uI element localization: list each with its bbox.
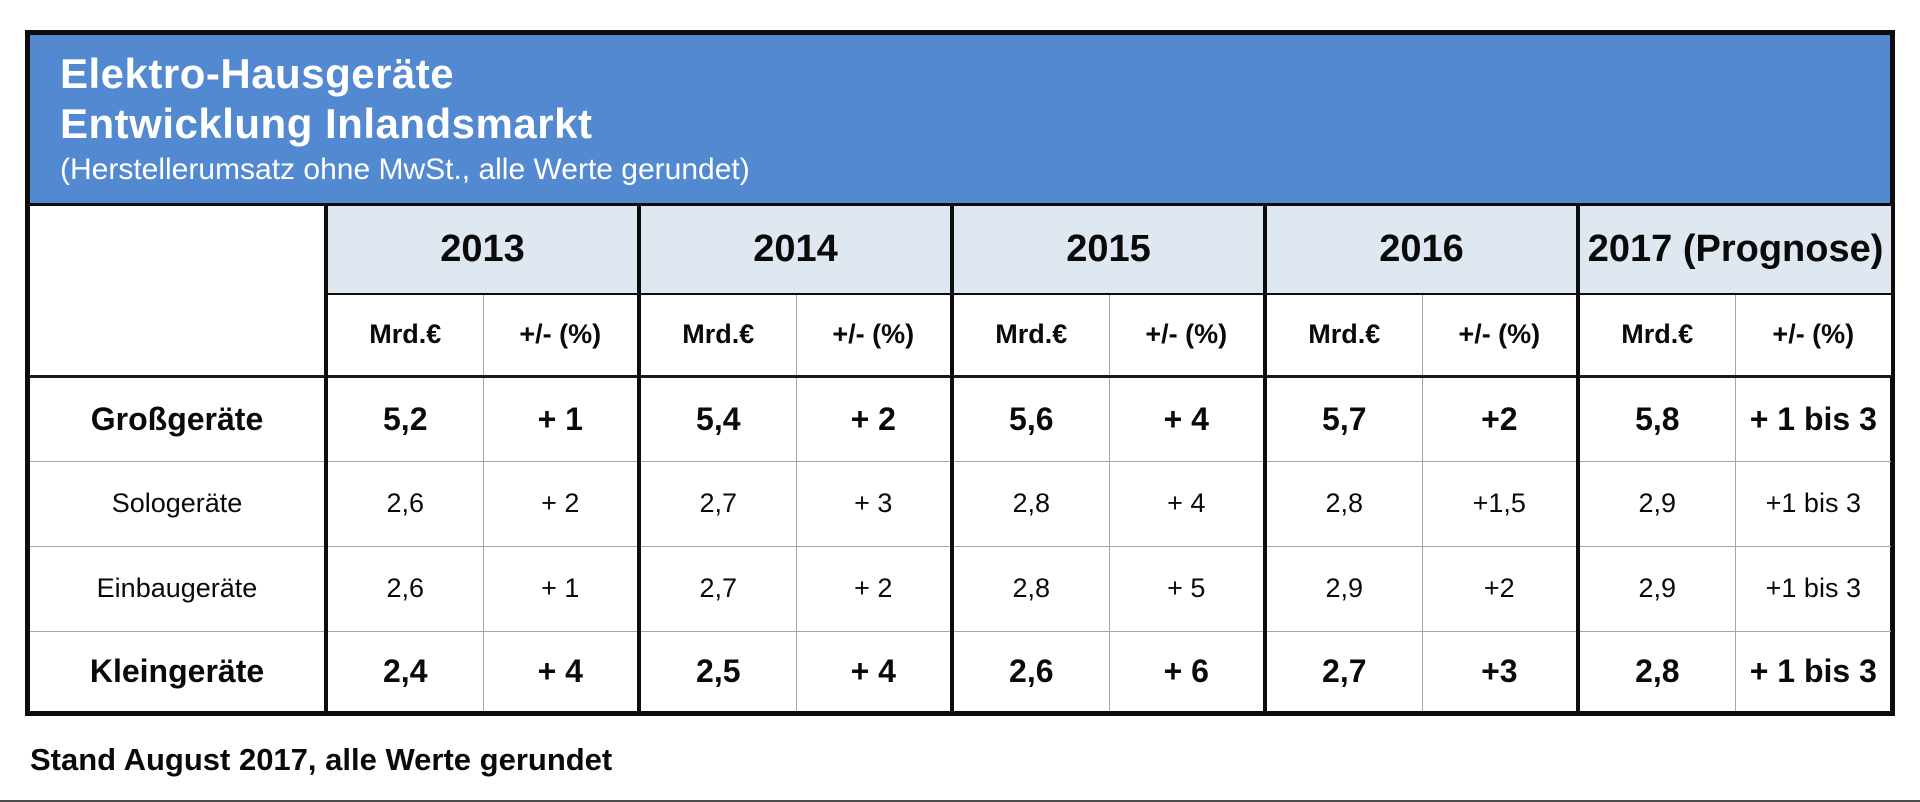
cell-einbaugeraete-2013-change: + 1	[482, 546, 640, 632]
cell-einbaugeraete-2014-change: + 2	[795, 546, 953, 632]
year-header-2017-prognose: 2017 (Prognose)	[1576, 206, 1892, 295]
unit-header-2015: Mrd.€	[950, 294, 1110, 378]
cell-kleingeraete-2016-change: +3	[1421, 631, 1579, 711]
change-header-2015: +/- (%)	[1108, 294, 1266, 378]
change-header-2016: +/- (%)	[1421, 294, 1579, 378]
cell-kleingeraete-2016-mrd: 2,7	[1263, 631, 1423, 711]
cell-einbaugeraete-2014-mrd: 2,7	[637, 546, 797, 632]
table-row-sologeraete: Sologeräte 2,6 + 2 2,7 + 3 2,8 + 4 2,8 +…	[30, 461, 1892, 547]
cell-kleingeraete-2017-change: + 1 bis 3	[1734, 631, 1892, 711]
unit-header-2017: Mrd.€	[1576, 294, 1736, 378]
market-data-table: 2013 2014 2015 2016 2017 (Prognose) Mrd.…	[30, 206, 1892, 711]
year-header-2016: 2016	[1263, 206, 1579, 295]
cell-sologeraete-2015-mrd: 2,8	[950, 461, 1110, 547]
cell-einbaugeraete-2016-change: +2	[1421, 546, 1579, 632]
cell-grossgeraete-2016-change: +2	[1421, 376, 1579, 462]
subheader-row: Mrd.€ +/- (%) Mrd.€ +/- (%) Mrd.€ +/- (%…	[30, 294, 1892, 378]
cell-grossgeraete-2016-mrd: 5,7	[1263, 376, 1423, 462]
row-label-einbaugeraete: Einbaugeräte	[30, 546, 326, 632]
row-label-grossgeraete: Großgeräte	[30, 376, 326, 462]
page-title-line-1: Elektro-Hausgeräte	[60, 50, 455, 97]
unit-header-2013: Mrd.€	[324, 294, 483, 378]
change-header-2013: +/- (%)	[482, 294, 640, 378]
cell-kleingeraete-2014-mrd: 2,5	[637, 631, 797, 711]
cell-kleingeraete-2017-mrd: 2,8	[1576, 631, 1736, 711]
cell-grossgeraete-2014-change: + 2	[795, 376, 953, 462]
year-header-row: 2013 2014 2015 2016 2017 (Prognose)	[30, 206, 1892, 378]
table-row-kleingeraete: Kleingeräte 2,4 + 4 2,5 + 4 2,6 + 6 2,7 …	[30, 631, 1892, 711]
table-row-grossgeraete: Großgeräte 5,2 + 1 5,4 + 2 5,6 + 4 5,7 +…	[30, 376, 1892, 462]
page-subtitle: (Herstellerumsatz ohne MwSt., alle Werte…	[60, 153, 750, 186]
cell-grossgeraete-2013-change: + 1	[482, 376, 640, 462]
cell-einbaugeraete-2015-change: + 5	[1108, 546, 1266, 632]
unit-header-2016: Mrd.€	[1263, 294, 1423, 378]
cell-sologeraete-2017-change: +1 bis 3	[1734, 461, 1892, 547]
cell-sologeraete-2015-change: + 4	[1108, 461, 1266, 547]
status-note: Stand August 2017, alle Werte gerundet	[30, 742, 613, 777]
year-header-2015: 2015	[950, 206, 1266, 295]
cell-einbaugeraete-2017-mrd: 2,9	[1576, 546, 1736, 632]
cell-kleingeraete-2015-change: + 6	[1108, 631, 1266, 711]
corner-cell	[30, 206, 326, 378]
cell-sologeraete-2013-mrd: 2,6	[324, 461, 483, 547]
cell-sologeraete-2017-mrd: 2,9	[1576, 461, 1736, 547]
year-header-2014: 2014	[637, 206, 953, 295]
cell-kleingeraete-2013-change: + 4	[482, 631, 640, 711]
row-label-sologeraete: Sologeräte	[30, 461, 326, 547]
bottom-edge-rule	[0, 800, 1920, 802]
cell-kleingeraete-2015-mrd: 2,6	[950, 631, 1110, 711]
cell-kleingeraete-2013-mrd: 2,4	[324, 631, 483, 711]
cell-grossgeraete-2014-mrd: 5,4	[637, 376, 797, 462]
cell-grossgeraete-2013-mrd: 5,2	[324, 376, 483, 462]
cell-einbaugeraete-2015-mrd: 2,8	[950, 546, 1110, 632]
year-header-2013: 2013	[323, 206, 640, 295]
cell-sologeraete-2016-change: +1,5	[1421, 461, 1579, 547]
cell-einbaugeraete-2017-change: +1 bis 3	[1734, 546, 1892, 632]
cell-sologeraete-2013-change: + 2	[482, 461, 640, 547]
cell-kleingeraete-2014-change: + 4	[795, 631, 953, 711]
cell-einbaugeraete-2016-mrd: 2,9	[1263, 546, 1423, 632]
table-frame: Elektro-Hausgeräte Entwicklung Inlandsma…	[25, 30, 1895, 716]
cell-sologeraete-2016-mrd: 2,8	[1263, 461, 1423, 547]
row-label-kleingeraete: Kleingeräte	[89, 652, 265, 689]
page-title-line-2: Entwicklung Inlandsmarkt	[60, 100, 593, 147]
change-header-2014: +/- (%)	[795, 294, 953, 378]
table-row-einbaugeraete: Einbaugeräte 2,6 + 1 2,7 + 2 2,8 + 5 2,9…	[30, 546, 1892, 632]
cell-grossgeraete-2017-change: + 1 bis 3	[1734, 376, 1892, 462]
cell-grossgeraete-2015-change: + 4	[1108, 376, 1266, 462]
unit-header-2014: Mrd.€	[637, 294, 797, 378]
cell-grossgeraete-2015-mrd: 5,6	[950, 376, 1110, 462]
cell-grossgeraete-2017-mrd: 5,8	[1576, 376, 1736, 462]
cell-einbaugeraete-2013-mrd: 2,6	[324, 546, 483, 632]
cell-sologeraete-2014-change: + 3	[795, 461, 953, 547]
title-block: Elektro-Hausgeräte Entwicklung Inlandsma…	[30, 35, 1890, 206]
change-header-2017: +/- (%)	[1734, 294, 1892, 378]
cell-sologeraete-2014-mrd: 2,7	[637, 461, 797, 547]
